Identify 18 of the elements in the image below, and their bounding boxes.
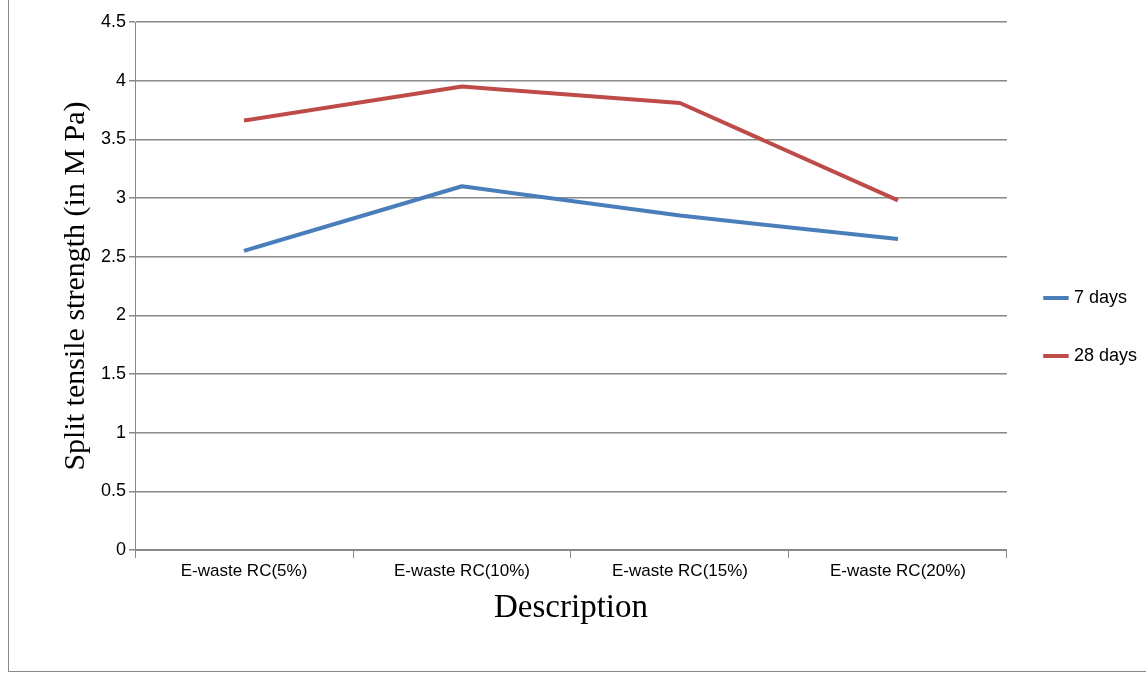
y-tick-label: 1.5: [100, 362, 127, 383]
x-tick-label: E-waste RC(10%): [393, 560, 531, 580]
y-tick-label: 0: [116, 538, 127, 559]
y-tick-label: 2.5: [100, 245, 127, 266]
y-axis-title: Split tensile strength (in M Pa): [56, 101, 91, 471]
y-tick-label: 0.5: [100, 480, 127, 501]
x-tick-label: E-waste RC(20%): [829, 560, 966, 580]
legend-label: 7 days: [1073, 286, 1127, 307]
x-tick-label: E-waste RC(15%): [611, 560, 748, 580]
y-tick-label: 3.5: [100, 128, 127, 149]
y-tick-label: 1: [116, 421, 127, 442]
legend-label: 28 days: [1073, 344, 1137, 365]
y-tick-label: 4.5: [100, 10, 127, 31]
y-tick-label: 2: [116, 304, 127, 325]
x-axis-title: Description: [494, 587, 648, 624]
y-tick-label: 4: [116, 69, 127, 90]
y-tick-label: 3: [116, 186, 127, 207]
x-tick-label: E-waste RC(5%): [180, 560, 308, 580]
